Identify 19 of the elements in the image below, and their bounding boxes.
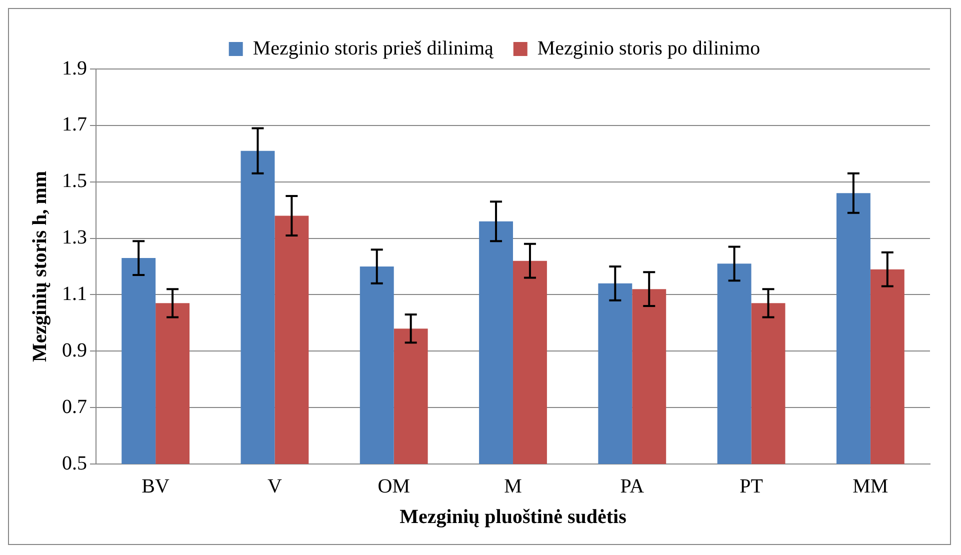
x-tick-label: PT — [740, 475, 763, 498]
x-tick-label: V — [267, 475, 282, 498]
y-axis-title: Mezginių storis h, mm — [29, 170, 52, 362]
y-tick-label: 0.9 — [62, 339, 87, 362]
legend-label: Mezginio storis po dilinimo — [537, 37, 760, 60]
x-tick-label: M — [504, 475, 522, 498]
y-tick-label: 1.3 — [62, 226, 87, 249]
x-tick-label: PA — [620, 475, 645, 498]
x-tick-label: OM — [378, 475, 410, 498]
x-axis-title: Mezginių pluoštinė sudėtis — [400, 506, 627, 528]
y-tick-label: 1.1 — [62, 282, 87, 305]
y-tick-label: 1.5 — [62, 170, 87, 192]
y-tick-label: 0.7 — [62, 396, 87, 418]
y-tick-label: 1.9 — [62, 57, 87, 80]
legend-label: Mezginio storis prieš dilinimą — [252, 37, 494, 60]
x-tick-label: BV — [142, 475, 170, 498]
y-tick-label: 1.7 — [62, 114, 87, 136]
y-tick-label: 0.5 — [62, 452, 87, 474]
x-tick-label: MM — [852, 475, 888, 498]
